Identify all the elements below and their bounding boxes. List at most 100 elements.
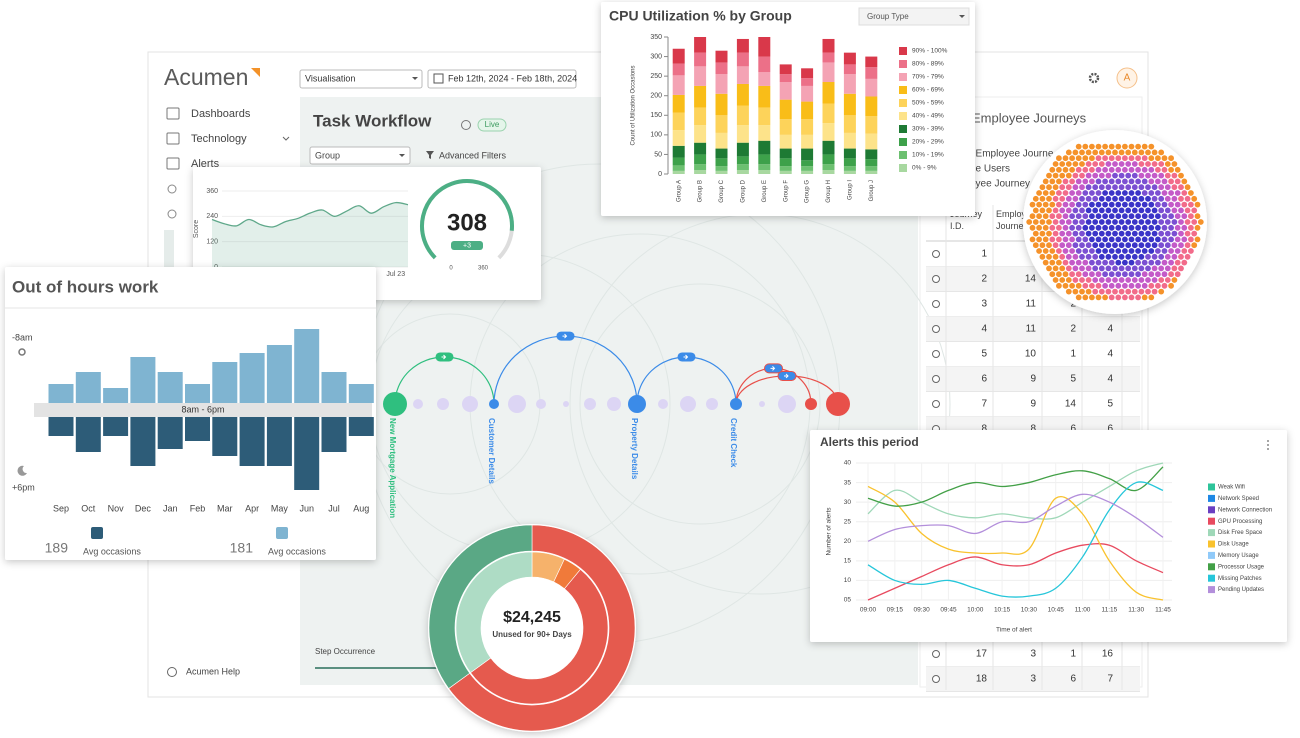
legend-swatch[interactable] [1208, 563, 1215, 571]
settings-icon[interactable] [1088, 72, 1100, 84]
legend-label: 70% - 79% [912, 74, 944, 81]
hex-cell [1089, 178, 1095, 185]
row-radio[interactable] [932, 400, 940, 408]
nav-item[interactable]: Alerts [191, 158, 220, 170]
hex-cell [1082, 155, 1089, 162]
hex-cell [1052, 207, 1059, 214]
y-tick-label: 35 [844, 479, 852, 486]
hex-cell [1046, 219, 1052, 225]
hex-cell [1138, 172, 1145, 179]
table-cell: 17 [976, 649, 988, 660]
donut-value: $24,245 [503, 609, 561, 626]
hex-cell [1168, 155, 1174, 162]
bar-segment [694, 142, 707, 155]
hex-cell [1184, 219, 1191, 225]
date-picker[interactable] [427, 69, 577, 89]
legend-swatch[interactable] [1208, 517, 1215, 525]
bar-segment [779, 166, 792, 171]
hex-cell [1178, 195, 1184, 202]
hex-cell [1118, 219, 1125, 225]
avatar[interactable] [1116, 67, 1138, 89]
hex-cell [1155, 282, 1161, 289]
legend-swatch [899, 99, 907, 107]
hex-cell [1095, 294, 1102, 301]
bar-segment [672, 63, 685, 76]
row-radio[interactable] [932, 275, 940, 283]
row-radio[interactable] [932, 650, 940, 658]
legend-swatch[interactable] [1208, 483, 1215, 491]
nav-item[interactable]: Dashboards [191, 108, 251, 120]
step-node[interactable] [628, 395, 646, 413]
hex-cell [1059, 207, 1066, 214]
hex-cell [1108, 143, 1115, 150]
hex-cell [1171, 277, 1178, 283]
bar [294, 329, 320, 403]
x-axis-label: Time of alert [996, 627, 1032, 634]
x-tick-label: Jan [163, 503, 178, 513]
hex-cell [1178, 219, 1184, 225]
hex-cell [1125, 230, 1132, 237]
hex-cell [1102, 259, 1108, 266]
hex-cell [1075, 143, 1082, 150]
help-link[interactable]: Acumen Help [186, 666, 240, 676]
x-tick-label: Group E [762, 180, 768, 202]
hex-cell [1151, 277, 1158, 283]
legend-swatch[interactable] [1208, 574, 1215, 582]
bar-segment [694, 164, 707, 171]
bar [239, 353, 265, 403]
hex-cell [1092, 288, 1099, 295]
hex-cell [1161, 259, 1168, 266]
table-cell: 4 [1107, 349, 1113, 360]
view-select[interactable] [299, 69, 423, 89]
hex-cell [1089, 224, 1095, 231]
bar-segment [822, 38, 835, 53]
hex-cell [1168, 271, 1174, 278]
bar-segment [865, 56, 878, 68]
bar [321, 417, 347, 452]
hex-cell [1108, 248, 1115, 254]
advanced-filters[interactable]: Advanced Filters [439, 150, 507, 160]
faded-node [413, 399, 423, 409]
bar-segment [715, 166, 728, 171]
group-type-select[interactable] [858, 7, 970, 26]
hex-cell [1105, 219, 1112, 225]
legend-swatch[interactable] [1208, 540, 1215, 548]
top-label: -8am [12, 332, 33, 342]
table-cell: 18 [976, 674, 988, 685]
table-cell: 9 [1030, 374, 1036, 385]
step-node[interactable] [489, 399, 499, 409]
step-node[interactable] [383, 392, 407, 416]
legend-label: Processor Usage [1218, 564, 1265, 570]
hex-cell [1102, 282, 1108, 289]
faded-node [759, 401, 765, 407]
legend-swatch[interactable] [1208, 506, 1215, 514]
flow-arrow [770, 366, 776, 371]
row-radio[interactable] [932, 350, 940, 358]
bar-segment [715, 148, 728, 159]
legend-swatch[interactable] [1208, 494, 1215, 502]
row-radio[interactable] [932, 325, 940, 333]
nav-icon [166, 107, 180, 120]
hex-cell [1122, 294, 1128, 301]
row-radio[interactable] [932, 250, 940, 258]
row-radio[interactable] [932, 375, 940, 383]
hex-cell [1151, 230, 1158, 237]
hex-cell [1102, 236, 1108, 243]
hex-cell [1056, 271, 1062, 278]
row-radio[interactable] [932, 300, 940, 308]
legend-swatch[interactable] [1208, 586, 1215, 594]
hex-cell [1158, 161, 1165, 167]
nav-item[interactable]: Technology [191, 133, 247, 145]
legend-swatch[interactable] [1208, 551, 1215, 559]
bar-segment [843, 115, 856, 133]
hex-cell [1039, 207, 1046, 214]
hex-cell [1105, 265, 1112, 272]
row-radio[interactable] [932, 675, 940, 683]
y-tick-label: 20 [844, 538, 852, 545]
step-node[interactable] [730, 398, 742, 410]
hex-cell [1128, 190, 1135, 196]
hex-cell [1062, 271, 1069, 278]
legend-swatch[interactable] [1208, 529, 1215, 537]
hex-cell [1131, 207, 1138, 214]
group-select[interactable] [309, 146, 411, 165]
